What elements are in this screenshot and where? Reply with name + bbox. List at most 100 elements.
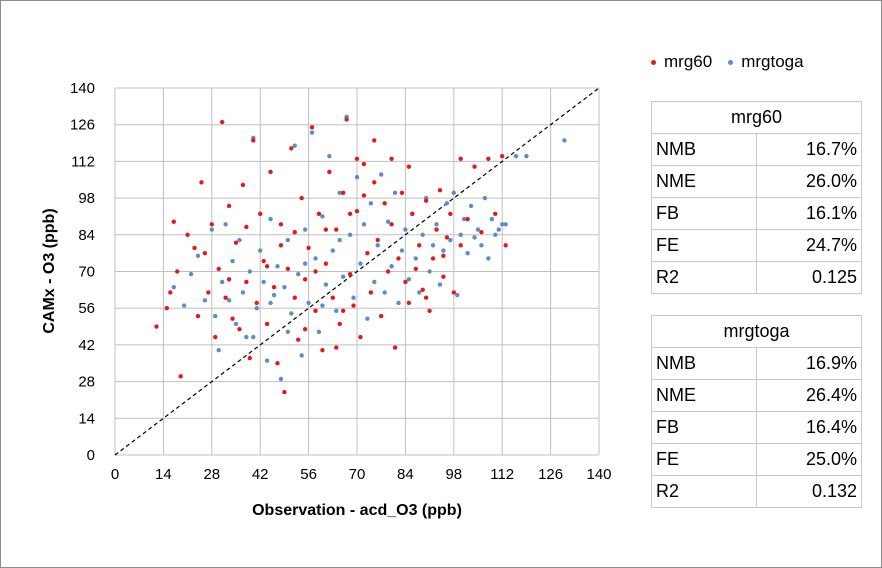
point-mrg60 bbox=[406, 300, 412, 306]
point-mrg60 bbox=[413, 266, 418, 272]
point-mrg60 bbox=[334, 345, 339, 350]
x-tick-label: 112 bbox=[490, 466, 514, 483]
point-mrgtoga bbox=[354, 174, 360, 180]
point-mrg60 bbox=[351, 303, 356, 308]
point-mrg60 bbox=[192, 245, 197, 251]
point-mrg60 bbox=[219, 119, 225, 125]
x-tick-label: 70 bbox=[349, 466, 366, 483]
point-mrg60 bbox=[423, 295, 429, 300]
point-mrg60 bbox=[465, 216, 470, 222]
stat-value: 16.4% bbox=[756, 411, 862, 444]
y-tick-label: 98 bbox=[78, 190, 95, 207]
point-mrgtoga bbox=[323, 282, 329, 287]
x-tick-label: 42 bbox=[252, 466, 269, 483]
point-mrg60 bbox=[396, 256, 401, 261]
point-mrg60 bbox=[410, 211, 415, 217]
point-mrgtoga bbox=[309, 130, 315, 135]
point-mrg60 bbox=[237, 326, 242, 332]
point-mrgtoga bbox=[396, 300, 401, 306]
point-mrg60 bbox=[434, 227, 439, 232]
point-mrg60 bbox=[423, 198, 429, 203]
point-mrg60 bbox=[313, 308, 318, 314]
y-tick-label: 126 bbox=[70, 117, 95, 134]
point-mrg60 bbox=[344, 117, 349, 122]
point-mrgtoga bbox=[441, 248, 446, 253]
point-mrg60 bbox=[444, 235, 450, 240]
point-mrgtoga bbox=[340, 274, 346, 279]
point-mrg60 bbox=[164, 306, 170, 311]
point-mrg60 bbox=[254, 300, 259, 306]
stat-value: 24.7% bbox=[756, 229, 862, 262]
point-mrgtoga bbox=[361, 222, 367, 227]
point-mrgtoga bbox=[216, 347, 221, 353]
y-tick-label: 14 bbox=[78, 410, 95, 427]
stat-value: 26.4% bbox=[756, 379, 862, 412]
point-mrg60 bbox=[354, 209, 360, 214]
point-mrg60 bbox=[282, 389, 287, 395]
point-mrgtoga bbox=[237, 237, 242, 243]
point-mrgtoga bbox=[268, 216, 273, 222]
point-mrg60 bbox=[299, 195, 304, 201]
point-mrgtoga bbox=[233, 321, 239, 327]
point-mrgtoga bbox=[347, 232, 353, 237]
point-mrgtoga bbox=[389, 264, 394, 269]
point-mrgtoga bbox=[254, 306, 259, 311]
point-mrg60 bbox=[302, 326, 308, 332]
point-mrg60 bbox=[399, 190, 405, 196]
point-mrgtoga bbox=[368, 201, 374, 206]
y-axis-label: CAMx - O3 (ppb) bbox=[41, 208, 58, 333]
stat-key: FE bbox=[651, 443, 757, 476]
point-mrgtoga bbox=[385, 219, 391, 224]
point-mrg60 bbox=[451, 290, 456, 295]
point-mrgtoga bbox=[289, 311, 294, 316]
point-mrgtoga bbox=[188, 271, 194, 277]
point-mrgtoga bbox=[465, 250, 470, 256]
point-mrgtoga bbox=[458, 232, 463, 237]
stat-value: 16.7% bbox=[756, 133, 862, 166]
point-mrgtoga bbox=[392, 190, 398, 196]
stats-row: FE 25.0% bbox=[651, 443, 862, 476]
x-tick-label: 84 bbox=[397, 466, 414, 483]
stats-row: FB 16.1% bbox=[651, 197, 862, 230]
point-mrg60 bbox=[168, 290, 173, 295]
point-mrg60 bbox=[275, 361, 280, 366]
point-mrgtoga bbox=[399, 248, 405, 253]
point-mrg60 bbox=[309, 125, 315, 130]
point-mrgtoga bbox=[503, 222, 508, 227]
point-mrgtoga bbox=[278, 376, 284, 382]
point-mrgtoga bbox=[316, 329, 322, 334]
point-mrg60 bbox=[458, 243, 463, 248]
point-mrgtoga bbox=[171, 285, 176, 290]
point-mrg60 bbox=[365, 250, 370, 256]
data-points bbox=[154, 114, 567, 395]
point-mrg60 bbox=[379, 313, 384, 319]
point-mrgtoga bbox=[275, 264, 280, 269]
y-tick-label: 70 bbox=[78, 264, 95, 281]
point-mrg60 bbox=[292, 229, 297, 235]
point-mrg60 bbox=[289, 146, 294, 151]
point-mrgtoga bbox=[417, 290, 422, 295]
point-mrgtoga bbox=[448, 237, 453, 243]
point-mrgtoga bbox=[327, 153, 332, 159]
point-mrgtoga bbox=[285, 329, 291, 334]
point-mrgtoga bbox=[240, 290, 246, 295]
point-mrgtoga bbox=[244, 334, 249, 340]
grid-lines bbox=[114, 87, 600, 456]
point-mrg60 bbox=[316, 211, 322, 217]
point-mrg60 bbox=[472, 164, 477, 169]
point-mrgtoga bbox=[351, 295, 356, 300]
y-tick-label: 84 bbox=[78, 227, 95, 244]
point-mrg60 bbox=[486, 156, 491, 161]
point-mrg60 bbox=[251, 138, 256, 143]
point-mrg60 bbox=[427, 308, 432, 314]
point-mrg60 bbox=[358, 334, 363, 340]
point-mrgtoga bbox=[302, 227, 308, 232]
point-mrgtoga bbox=[258, 248, 263, 253]
point-mrgtoga bbox=[358, 261, 363, 266]
point-mrgtoga bbox=[264, 358, 270, 363]
point-mrgtoga bbox=[282, 285, 287, 290]
point-mrg60 bbox=[448, 211, 453, 217]
point-mrgtoga bbox=[261, 279, 266, 285]
point-mrgtoga bbox=[268, 300, 273, 306]
point-mrg60 bbox=[500, 153, 505, 159]
